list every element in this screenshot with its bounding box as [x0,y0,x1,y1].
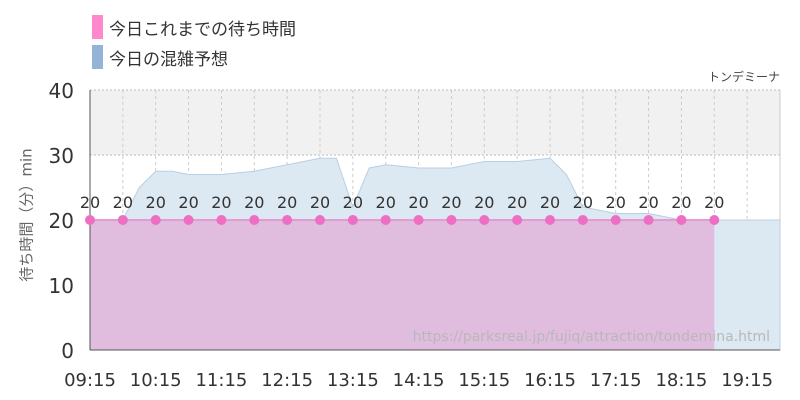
data-label: 20 [573,193,593,212]
data-point [709,215,720,225]
data-point [117,215,128,225]
x-tick-labels: 09:15 10:15 11:15 12:15 13:15 14:15 15:15 16:15… [64,370,773,391]
data-label: 20 [343,193,363,212]
data-point [85,215,95,225]
data-label: 20 [441,193,461,212]
data-label: 20 [277,193,297,212]
data-point [610,215,621,225]
y-tick-labels: 0 10 20 30 40 [49,79,74,363]
data-point [446,215,457,225]
x-tick-label: 09:15 [64,370,116,391]
data-label: 20 [408,193,428,212]
data-label: 20 [671,193,691,212]
x-tick-label: 19:15 [721,370,773,391]
data-label: 20 [80,193,100,212]
attraction-name: トンデミーナ [707,70,780,84]
data-point [347,215,358,225]
legend-item-actual: 今日これまでの待ち時間 [92,12,296,42]
data-point [249,215,260,225]
x-tick-label: 17:15 [590,370,642,391]
data-label: 20 [244,193,264,212]
data-label: 20 [113,193,133,212]
data-label: 20 [211,193,231,212]
data-point [545,215,555,225]
data-point [183,215,194,225]
legend-label-actual: 今日これまでの待ち時間 [109,19,296,40]
x-tick-label: 10:15 [130,370,182,391]
data-label: 20 [540,193,560,212]
y-axis-label: 待ち時間（分）min [17,148,36,282]
legend-label-forecast: 今日の混雑予想 [109,49,228,70]
y-tick-label: 10 [49,274,74,298]
source-watermark: https://parksreal.jp/fujiq/attraction/to… [412,329,770,345]
legend-item-forecast: 今日の混雑予想 [92,42,296,72]
data-point [676,215,687,225]
y-tick-label: 20 [49,209,74,233]
data-point [577,215,588,225]
data-point [479,215,490,225]
data-label: 20 [310,193,330,212]
data-point [413,215,424,225]
data-label: 20 [507,193,527,212]
data-point [380,215,391,225]
data-point [150,215,161,225]
legend-swatch-forecast [92,45,103,69]
x-tick-label: 12:15 [261,370,313,391]
x-tick-label: 16:15 [524,370,576,391]
data-label: 20 [178,193,198,212]
data-point [315,215,325,225]
data-point [216,215,227,225]
legend: 今日これまでの待ち時間 今日の混雑予想 [92,12,296,72]
legend-swatch-actual [92,15,103,39]
data-label: 20 [638,193,658,212]
actual-wait-area [90,220,715,350]
x-tick-label: 13:15 [327,370,379,391]
data-point [282,215,293,225]
data-point [643,215,654,225]
data-labels: 20 20 20 20 20 20 20 20 20 20 20 20 20 20 20 20 20 20 20 20 [80,193,725,212]
data-label: 20 [146,193,166,212]
data-label: 20 [704,193,724,212]
data-point [512,215,523,225]
data-label: 20 [606,193,626,212]
x-tick-label: 11:15 [195,370,247,391]
data-label: 20 [474,193,494,212]
actual-points [85,215,720,225]
data-label: 20 [376,193,396,212]
x-tick-label: 15:15 [458,370,510,391]
x-tick-label: 14:15 [393,370,445,391]
x-tick-label: 18:15 [655,370,707,391]
y-tick-label: 0 [61,339,74,363]
y-tick-label: 30 [49,144,74,168]
plot-band [90,90,780,155]
y-tick-label: 40 [49,79,74,103]
